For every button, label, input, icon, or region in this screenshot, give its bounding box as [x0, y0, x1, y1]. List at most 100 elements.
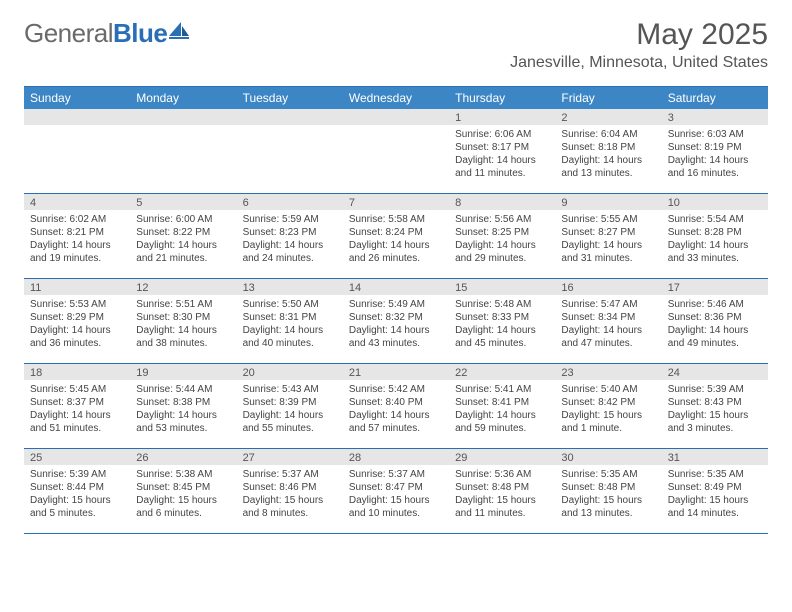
calendar: SundayMondayTuesdayWednesdayThursdayFrid…	[24, 86, 768, 534]
daylight-label: Daylight: 14 hours and 51 minutes.	[30, 409, 124, 435]
sunrise-label: Sunrise: 5:59 AM	[243, 213, 337, 226]
sunrise-label: Sunrise: 5:37 AM	[243, 468, 337, 481]
sail-icon	[169, 22, 189, 45]
sunset-label: Sunset: 8:31 PM	[243, 311, 337, 324]
day-content: Sunrise: 5:56 AMSunset: 8:25 PMDaylight:…	[449, 210, 555, 269]
title-area: May 2025 Janesville, Minnesota, United S…	[510, 18, 768, 72]
day-number: 24	[662, 364, 768, 380]
day-cell: 6Sunrise: 5:59 AMSunset: 8:23 PMDaylight…	[237, 194, 343, 278]
day-content: Sunrise: 6:00 AMSunset: 8:22 PMDaylight:…	[130, 210, 236, 269]
sunset-label: Sunset: 8:33 PM	[455, 311, 549, 324]
day-content: Sunrise: 5:36 AMSunset: 8:48 PMDaylight:…	[449, 465, 555, 524]
day-number: 1	[449, 109, 555, 125]
day-cell: 11Sunrise: 5:53 AMSunset: 8:29 PMDayligh…	[24, 279, 130, 363]
day-cell: 29Sunrise: 5:36 AMSunset: 8:48 PMDayligh…	[449, 449, 555, 533]
day-number: 7	[343, 194, 449, 210]
day-cell: 26Sunrise: 5:38 AMSunset: 8:45 PMDayligh…	[130, 449, 236, 533]
day-cell: 4Sunrise: 6:02 AMSunset: 8:21 PMDaylight…	[24, 194, 130, 278]
day-content: Sunrise: 5:59 AMSunset: 8:23 PMDaylight:…	[237, 210, 343, 269]
day-cell: 1Sunrise: 6:06 AMSunset: 8:17 PMDaylight…	[449, 109, 555, 193]
sunset-label: Sunset: 8:39 PM	[243, 396, 337, 409]
sunset-label: Sunset: 8:21 PM	[30, 226, 124, 239]
sunset-label: Sunset: 8:37 PM	[30, 396, 124, 409]
sunset-label: Sunset: 8:46 PM	[243, 481, 337, 494]
day-content: Sunrise: 5:35 AMSunset: 8:48 PMDaylight:…	[555, 465, 661, 524]
day-cell: 28 Sunrise: 5:37 AMSunset: 8:47 PMDayligh…	[343, 449, 449, 533]
day-number: 8	[449, 194, 555, 210]
dow-cell: Monday	[130, 87, 236, 109]
sunrise-label: Sunrise: 5:37 AM	[349, 468, 443, 481]
day-number: 2	[555, 109, 661, 125]
day-number: 17	[662, 279, 768, 295]
day-cell: 12Sunrise: 5:51 AMSunset: 8:30 PMDayligh…	[130, 279, 236, 363]
day-content: Sunrise: 5:48 AMSunset: 8:33 PMDaylight:…	[449, 295, 555, 354]
sunset-label: Sunset: 8:18 PM	[561, 141, 655, 154]
sunrise-label: Sunrise: 5:39 AM	[30, 468, 124, 481]
day-cell: 25Sunrise: 5:39 AMSunset: 8:44 PMDayligh…	[24, 449, 130, 533]
sunset-label: Sunset: 8:38 PM	[136, 396, 230, 409]
day-content: Sunrise: 5:46 AMSunset: 8:36 PMDaylight:…	[662, 295, 768, 354]
day-content: Sunrise: 6:06 AMSunset: 8:17 PMDaylight:…	[449, 125, 555, 184]
day-cell: 23Sunrise: 5:40 AMSunset: 8:42 PMDayligh…	[555, 364, 661, 448]
day-content: Sunrise: 5:42 AMSunset: 8:40 PMDaylight:…	[343, 380, 449, 439]
sunrise-label: Sunrise: 5:54 AM	[668, 213, 762, 226]
dow-cell: Sunday	[24, 87, 130, 109]
sunset-label: Sunset: 8:19 PM	[668, 141, 762, 154]
day-number: 29	[449, 449, 555, 465]
day-number: 12	[130, 279, 236, 295]
day-content: Sunrise: 5:53 AMSunset: 8:29 PMDaylight:…	[24, 295, 130, 354]
day-number: 19	[130, 364, 236, 380]
week-row: 18Sunrise: 5:45 AMSunset: 8:37 PMDayligh…	[24, 363, 768, 448]
daylight-label: Daylight: 14 hours and 21 minutes.	[136, 239, 230, 265]
daylight-label: Daylight: 14 hours and 45 minutes.	[455, 324, 549, 350]
sunset-label: Sunset: 8:23 PM	[243, 226, 337, 239]
daylight-label: Daylight: 15 hours and 14 minutes.	[668, 494, 762, 520]
daylight-label: Daylight: 14 hours and 38 minutes.	[136, 324, 230, 350]
sunrise-label: Sunrise: 5:48 AM	[455, 298, 549, 311]
day-number: 30	[555, 449, 661, 465]
sunrise-label: Sunrise: 5:46 AM	[668, 298, 762, 311]
sunrise-label: Sunrise: 5:45 AM	[30, 383, 124, 396]
day-content: Sunrise: 5:39 AMSunset: 8:43 PMDaylight:…	[662, 380, 768, 439]
daylight-label: Daylight: 14 hours and 13 minutes.	[561, 154, 655, 180]
sunrise-label: Sunrise: 6:06 AM	[455, 128, 549, 141]
sunset-label: Sunset: 8:25 PM	[455, 226, 549, 239]
day-content: Sunrise: 5:58 AMSunset: 8:24 PMDaylight:…	[343, 210, 449, 269]
sunrise-label: Sunrise: 5:56 AM	[455, 213, 549, 226]
sunset-label: Sunset: 8:42 PM	[561, 396, 655, 409]
day-cell	[343, 109, 449, 193]
logo-general: General	[24, 18, 113, 48]
day-content: Sunrise: 5:41 AMSunset: 8:41 PMDaylight:…	[449, 380, 555, 439]
sunset-label: Sunset: 8:34 PM	[561, 311, 655, 324]
day-number	[237, 109, 343, 125]
sunrise-label: Sunrise: 5:40 AM	[561, 383, 655, 396]
header: GeneralBlue May 2025 Janesville, Minneso…	[0, 0, 792, 78]
daylight-label: Daylight: 14 hours and 31 minutes.	[561, 239, 655, 265]
sunrise-label: Sunrise: 6:00 AM	[136, 213, 230, 226]
sunrise-label: Sunrise: 5:35 AM	[561, 468, 655, 481]
day-cell: 16Sunrise: 5:47 AMSunset: 8:34 PMDayligh…	[555, 279, 661, 363]
day-content: Sunrise: 5:54 AMSunset: 8:28 PMDaylight:…	[662, 210, 768, 269]
sunrise-label: Sunrise: 5:55 AM	[561, 213, 655, 226]
sunset-label: Sunset: 8:40 PM	[349, 396, 443, 409]
day-number: 28	[343, 449, 449, 465]
day-content: Sunrise: 5:45 AMSunset: 8:37 PMDaylight:…	[24, 380, 130, 439]
daylight-label: Daylight: 15 hours and 10 minutes.	[349, 494, 443, 520]
sunrise-label: Sunrise: 5:35 AM	[668, 468, 762, 481]
day-number: 14	[343, 279, 449, 295]
day-content: Sunrise: 6:02 AMSunset: 8:21 PMDaylight:…	[24, 210, 130, 269]
sunset-label: Sunset: 8:49 PM	[668, 481, 762, 494]
day-number: 27	[237, 449, 343, 465]
sunset-label: Sunset: 8:47 PM	[349, 481, 443, 494]
day-cell: 7Sunrise: 5:58 AMSunset: 8:24 PMDaylight…	[343, 194, 449, 278]
logo: GeneralBlue	[24, 18, 189, 49]
day-cell: 20Sunrise: 5:43 AMSunset: 8:39 PMDayligh…	[237, 364, 343, 448]
week-row: 25Sunrise: 5:39 AMSunset: 8:44 PMDayligh…	[24, 448, 768, 533]
sunset-label: Sunset: 8:22 PM	[136, 226, 230, 239]
day-content: Sunrise: 5:55 AMSunset: 8:27 PMDaylight:…	[555, 210, 661, 269]
day-cell: 19Sunrise: 5:44 AMSunset: 8:38 PMDayligh…	[130, 364, 236, 448]
day-number: 10	[662, 194, 768, 210]
daylight-label: Daylight: 14 hours and 11 minutes.	[455, 154, 549, 180]
daylight-label: Daylight: 14 hours and 36 minutes.	[30, 324, 124, 350]
day-cell: 30Sunrise: 5:35 AMSunset: 8:48 PMDayligh…	[555, 449, 661, 533]
